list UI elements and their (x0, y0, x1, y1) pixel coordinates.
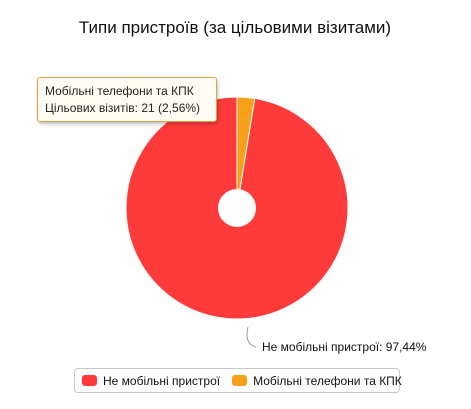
legend-label-not-mobile: Не мобільні пристрої (103, 373, 221, 388)
tooltip-value: Цільових візитів: 21 (2,56%) (45, 101, 201, 115)
tooltip: Мобільні телефони та КПК Цільових візиті… (37, 77, 217, 122)
legend-item-mobile[interactable]: Мобільні телефони та КПК (232, 374, 402, 388)
legend: Не мобільні пристрої Мобільні телефони т… (74, 368, 402, 393)
donut-hole (218, 189, 256, 227)
legend-label-mobile: Мобільні телефони та КПК (253, 373, 402, 388)
data-label-not-mobile: Не мобільні пристрої: 97,44% (262, 340, 427, 354)
legend-item-not-mobile[interactable]: Не мобільні пристрої (82, 374, 220, 388)
data-label-connector (246, 326, 257, 348)
legend-swatch-mobile (232, 375, 248, 386)
chart-title: Типи пристроїв (за цільовими візитами) (79, 18, 391, 37)
tooltip-series: Мобільні телефони та КПК (45, 84, 194, 98)
legend-swatch-not-mobile (82, 375, 97, 386)
